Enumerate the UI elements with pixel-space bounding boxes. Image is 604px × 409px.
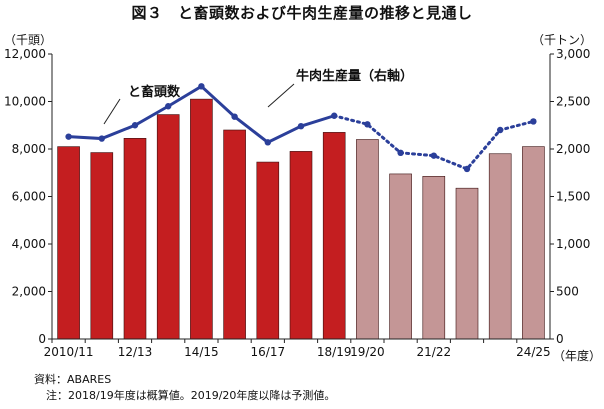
right-tick-label: 0 bbox=[556, 332, 564, 346]
bar-22/23 bbox=[455, 187, 479, 340]
line-point-22/23 bbox=[463, 165, 471, 173]
line-point-23/24 bbox=[497, 126, 504, 134]
left-axis-unit: （千頭） bbox=[4, 33, 52, 47]
bar-14/15 bbox=[190, 98, 213, 340]
right-tick-label: 2,000 bbox=[556, 142, 590, 156]
right-axis-ticks: 0 500 1,000 1,500 2,000 2,500 3,000 bbox=[550, 47, 590, 346]
right-tick-label: 2,500 bbox=[556, 95, 590, 109]
bar-series bbox=[57, 98, 545, 340]
line-point-12/13 bbox=[131, 122, 139, 129]
left-tick-label: 12,000 bbox=[4, 47, 46, 61]
line-point-17/18 bbox=[297, 123, 305, 130]
bar-18/19 bbox=[322, 132, 346, 340]
x-tick-label: 18/19 bbox=[317, 345, 352, 359]
right-axis-unit: （千トン） bbox=[532, 33, 592, 47]
right-tick-label: 3,000 bbox=[556, 47, 590, 61]
chart-title: 図３ と畜頭数および牛肉生産量の推移と見通し bbox=[131, 4, 473, 22]
line-point-24/25 bbox=[530, 118, 537, 125]
line-point-13/14 bbox=[165, 103, 172, 110]
line-point-21/22 bbox=[430, 152, 437, 159]
bar-series-annotation: と畜頭数 bbox=[128, 84, 181, 100]
x-axis-unit: （年度） bbox=[553, 348, 601, 363]
right-tick-label: 1,500 bbox=[556, 190, 590, 204]
line-point-16/17 bbox=[264, 139, 271, 146]
x-tick-label: 21/22 bbox=[417, 345, 452, 359]
left-tick-label: 0 bbox=[38, 332, 46, 346]
left-tick-label: 6,000 bbox=[12, 190, 46, 204]
left-tick-label: 10,000 bbox=[4, 95, 46, 109]
line-point-2010/11 bbox=[65, 133, 72, 140]
bar-20/21 bbox=[389, 173, 412, 340]
line-point-14/15 bbox=[198, 83, 205, 90]
bar-2010/11 bbox=[57, 146, 80, 340]
bar-16/17 bbox=[256, 161, 280, 340]
bar-24/25 bbox=[522, 146, 545, 340]
line-point-18/19 bbox=[331, 112, 338, 119]
footnote: 注：2018/19年度は概算値。2019/20年度以降は予測値。 bbox=[46, 389, 336, 402]
left-axis-ticks: 0 2,000 4,000 6,000 8,000 10,000 12,000 bbox=[4, 47, 52, 346]
x-tick-label: 12/13 bbox=[118, 345, 153, 359]
chart-notes: 資料：ABARES 注：2018/19年度は概算値。2019/20年度以降は予測… bbox=[34, 372, 335, 404]
x-tick-label: 16/17 bbox=[251, 345, 286, 359]
x-tick-label: 24/25 bbox=[516, 345, 551, 359]
bar-17/18 bbox=[289, 151, 313, 340]
left-tick-label: 8,000 bbox=[12, 142, 46, 156]
bar-13/14 bbox=[156, 114, 180, 340]
x-tick-label: 19/20 bbox=[350, 345, 385, 359]
bar-21/22 bbox=[422, 176, 446, 340]
bar-annotation-leader bbox=[103, 98, 121, 125]
left-tick-label: 2,000 bbox=[12, 285, 46, 299]
line-annotation-leader bbox=[267, 83, 295, 108]
right-tick-label: 1,000 bbox=[556, 237, 590, 251]
left-tick-label: 4,000 bbox=[12, 237, 46, 251]
line-point-20/21 bbox=[397, 149, 404, 156]
bar-12/13 bbox=[123, 138, 147, 340]
line-point-15/16 bbox=[231, 113, 238, 120]
x-tick-label: 14/15 bbox=[184, 345, 219, 359]
bar-19/20 bbox=[356, 139, 379, 340]
source-note: 資料：ABARES bbox=[34, 373, 112, 386]
x-tick-label: 2010/11 bbox=[44, 345, 94, 359]
bar-15/16 bbox=[223, 129, 246, 340]
line-series bbox=[65, 83, 537, 173]
line-point-11/12 bbox=[98, 135, 106, 142]
right-tick-label: 500 bbox=[556, 285, 579, 299]
bar-11/12 bbox=[90, 152, 114, 340]
line-series-annotation: 牛肉生産量（右軸） bbox=[296, 68, 413, 84]
bar-23/24 bbox=[488, 153, 512, 340]
line-point-19/20 bbox=[364, 121, 371, 128]
